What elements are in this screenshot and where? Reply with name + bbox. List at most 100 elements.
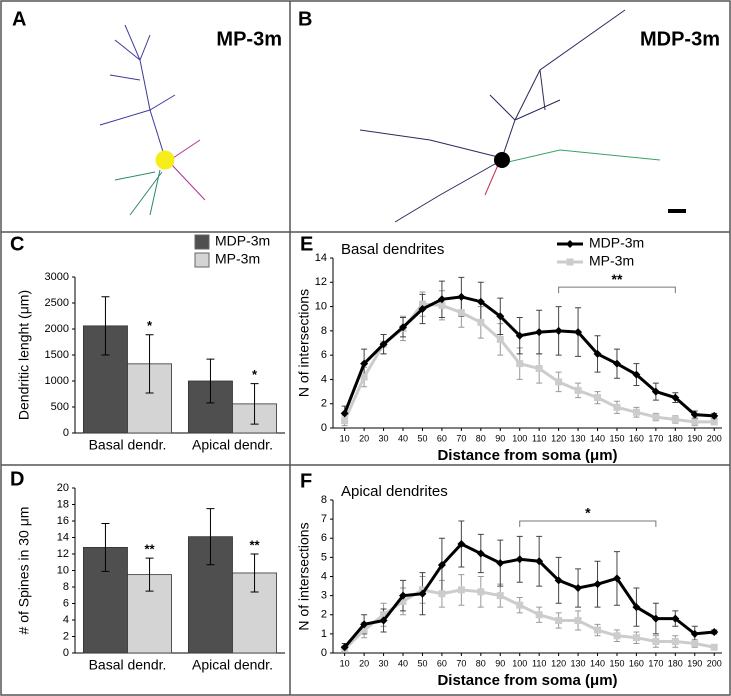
y-tick-label: 0 <box>63 647 69 659</box>
x-tick-label: 30 <box>379 658 389 668</box>
data-point <box>574 328 583 337</box>
significance-mark: ** <box>144 542 155 557</box>
panel-label: C <box>10 233 24 255</box>
data-point <box>418 305 427 313</box>
data-point <box>691 418 699 426</box>
y-tick-label: 12 <box>57 548 69 560</box>
x-tick-label: 70 <box>456 658 466 668</box>
x-tick-label: 20 <box>359 658 369 668</box>
y-tick-label: 500 <box>51 401 69 413</box>
x-tick-label: 150 <box>609 658 624 668</box>
panel-label: D <box>10 468 24 490</box>
data-point <box>379 340 388 349</box>
error-bar <box>206 358 215 404</box>
panel-label: B <box>298 8 312 30</box>
y-tick-label: 20 <box>57 482 69 494</box>
data-point <box>340 409 349 418</box>
data-point <box>594 626 602 634</box>
data-point <box>632 370 641 379</box>
data-point <box>399 591 408 600</box>
x-tick-label: 200 <box>707 433 722 443</box>
x-tick-label: 80 <box>476 433 486 443</box>
legend-marker <box>566 258 574 266</box>
significance-bracket <box>558 286 676 294</box>
y-tick-label: 6 <box>321 349 327 361</box>
panel-label: F <box>300 470 312 492</box>
x-tick-label: 80 <box>476 658 486 668</box>
x-tick-label: 160 <box>629 658 644 668</box>
x-tick-label: 10 <box>340 658 350 668</box>
data-point <box>710 643 718 651</box>
y-tick-label: 1000 <box>45 375 69 387</box>
data-point <box>399 323 408 332</box>
y-tick-label: 5 <box>321 551 327 563</box>
x-tick-label: 90 <box>495 658 505 668</box>
legend-label: MDP-3m <box>589 235 644 251</box>
data-point <box>535 328 544 337</box>
y-tick-label: 10 <box>315 300 327 312</box>
data-point <box>360 359 369 368</box>
legend-label: MDP-3m <box>215 233 270 249</box>
error-bar <box>250 553 259 593</box>
data-point <box>496 335 504 343</box>
x-tick-label: 70 <box>456 433 466 443</box>
data-point <box>612 574 621 583</box>
data-point <box>671 614 680 623</box>
data-point <box>516 601 524 609</box>
x-tick-label: 60 <box>437 433 447 443</box>
legend-swatch <box>194 234 210 250</box>
x-tick-label: Apical dendr. <box>192 657 273 673</box>
data-point <box>437 561 446 570</box>
y-tick-label: 7 <box>321 513 327 525</box>
chart-title: Basal dendrites <box>341 241 444 258</box>
y-tick-label: 4 <box>321 373 327 385</box>
x-tick-label: 140 <box>590 433 605 443</box>
data-point <box>710 627 719 636</box>
x-tick-label: 140 <box>590 658 605 668</box>
data-point <box>437 295 446 304</box>
y-tick-label: 10 <box>57 564 69 576</box>
image-title: MP-3m <box>216 28 282 50</box>
data-point <box>593 349 602 358</box>
data-point <box>477 318 485 326</box>
data-point <box>496 559 505 568</box>
data-point <box>554 326 563 335</box>
y-tick-label: 12 <box>315 276 327 288</box>
legend-label: MP-3m <box>589 253 634 269</box>
data-point <box>496 592 504 600</box>
y-tick-label: 14 <box>57 531 69 543</box>
data-point <box>671 638 679 646</box>
x-tick-label: 40 <box>398 433 408 443</box>
data-point <box>457 309 465 317</box>
data-point <box>574 583 583 592</box>
significance-bracket <box>519 520 657 528</box>
x-tick-label: 190 <box>687 658 702 668</box>
chart-title: Apical dendrites <box>341 483 448 500</box>
image-title: MDP-3m <box>640 28 720 50</box>
data-point <box>613 632 621 640</box>
data-point <box>535 611 543 619</box>
panel-label: A <box>12 8 26 30</box>
y-tick-label: 1500 <box>45 349 69 361</box>
x-axis-label: Distance from soma (μm) <box>437 447 617 464</box>
significance-mark: * <box>147 318 153 333</box>
data-point <box>554 576 563 585</box>
data-point <box>515 555 524 564</box>
data-point <box>438 590 446 598</box>
data-point <box>613 403 621 411</box>
x-tick-label: 150 <box>609 433 624 443</box>
data-point <box>477 588 485 596</box>
x-tick-label: 90 <box>495 433 505 443</box>
data-point <box>457 539 466 548</box>
x-tick-label: 200 <box>707 658 722 668</box>
y-tick-label: 0 <box>321 422 327 434</box>
x-tick-label: Basal dendr. <box>89 657 167 673</box>
data-point <box>593 580 602 589</box>
data-point <box>457 586 465 594</box>
x-tick-label: 180 <box>668 433 683 443</box>
x-tick-label: 100 <box>512 658 527 668</box>
data-point <box>690 629 699 638</box>
data-point <box>535 557 544 566</box>
legend-swatch <box>194 252 210 268</box>
